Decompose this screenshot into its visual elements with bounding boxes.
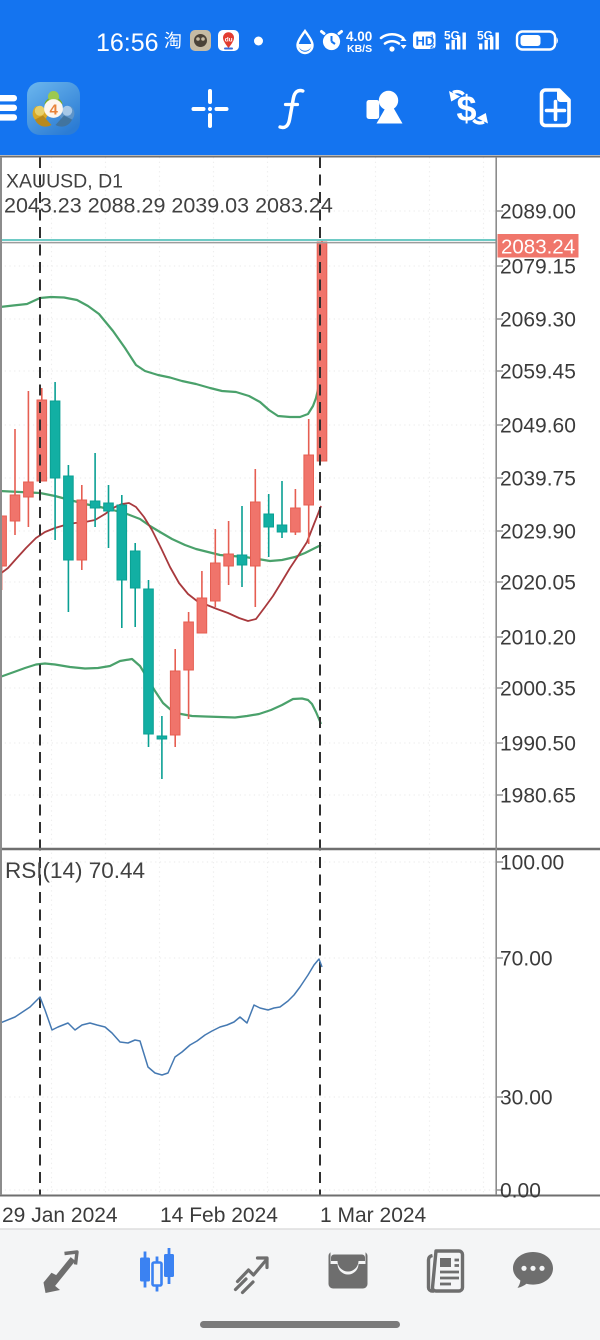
svg-text:2: 2 xyxy=(430,42,434,51)
svg-text:HD: HD xyxy=(416,34,435,49)
svg-text:4.00: 4.00 xyxy=(346,29,372,44)
svg-text:4: 4 xyxy=(50,102,59,119)
svg-text:1990.50: 1990.50 xyxy=(500,733,576,756)
svg-text:du: du xyxy=(225,37,233,44)
svg-text:2039.75: 2039.75 xyxy=(500,468,576,491)
svg-text:1980.65: 1980.65 xyxy=(500,785,576,808)
svg-text:2079.15: 2079.15 xyxy=(500,256,576,279)
svg-text:5G: 5G xyxy=(477,29,493,43)
svg-text:KB/S: KB/S xyxy=(347,43,372,55)
svg-text:29 Jan 2024: 29 Jan 2024 xyxy=(2,1204,118,1227)
svg-text:2043.23 2088.29 2039.03 2083.2: 2043.23 2088.29 2039.03 2083.24 xyxy=(4,194,333,218)
svg-text:淘: 淘 xyxy=(164,31,182,51)
svg-text:2089.00: 2089.00 xyxy=(500,201,576,224)
svg-text:100.00: 100.00 xyxy=(500,852,564,875)
svg-text:70.00: 70.00 xyxy=(500,948,553,971)
svg-text:5G: 5G xyxy=(444,29,460,43)
svg-text:30.00: 30.00 xyxy=(500,1087,553,1110)
svg-text:2049.60: 2049.60 xyxy=(500,415,576,438)
svg-text:1 Mar 2024: 1 Mar 2024 xyxy=(320,1204,427,1227)
svg-text:2029.90: 2029.90 xyxy=(500,521,576,544)
svg-text:2000.35: 2000.35 xyxy=(500,678,576,701)
svg-text:16:56: 16:56 xyxy=(96,29,159,57)
svg-text:14 Feb 2024: 14 Feb 2024 xyxy=(160,1204,278,1227)
svg-text:2083.24: 2083.24 xyxy=(501,236,575,259)
svg-text:$: $ xyxy=(457,88,477,129)
svg-text:XAUUSD, D1: XAUUSD, D1 xyxy=(6,171,123,193)
svg-text:2020.05: 2020.05 xyxy=(500,572,576,595)
svg-text:2010.20: 2010.20 xyxy=(500,627,576,650)
svg-text:2059.45: 2059.45 xyxy=(500,361,576,384)
svg-text:RSI(14) 70.44: RSI(14) 70.44 xyxy=(5,858,145,883)
svg-text:2069.30: 2069.30 xyxy=(500,309,576,332)
svg-text:1: 1 xyxy=(430,33,434,42)
svg-text:0.00: 0.00 xyxy=(500,1180,541,1203)
